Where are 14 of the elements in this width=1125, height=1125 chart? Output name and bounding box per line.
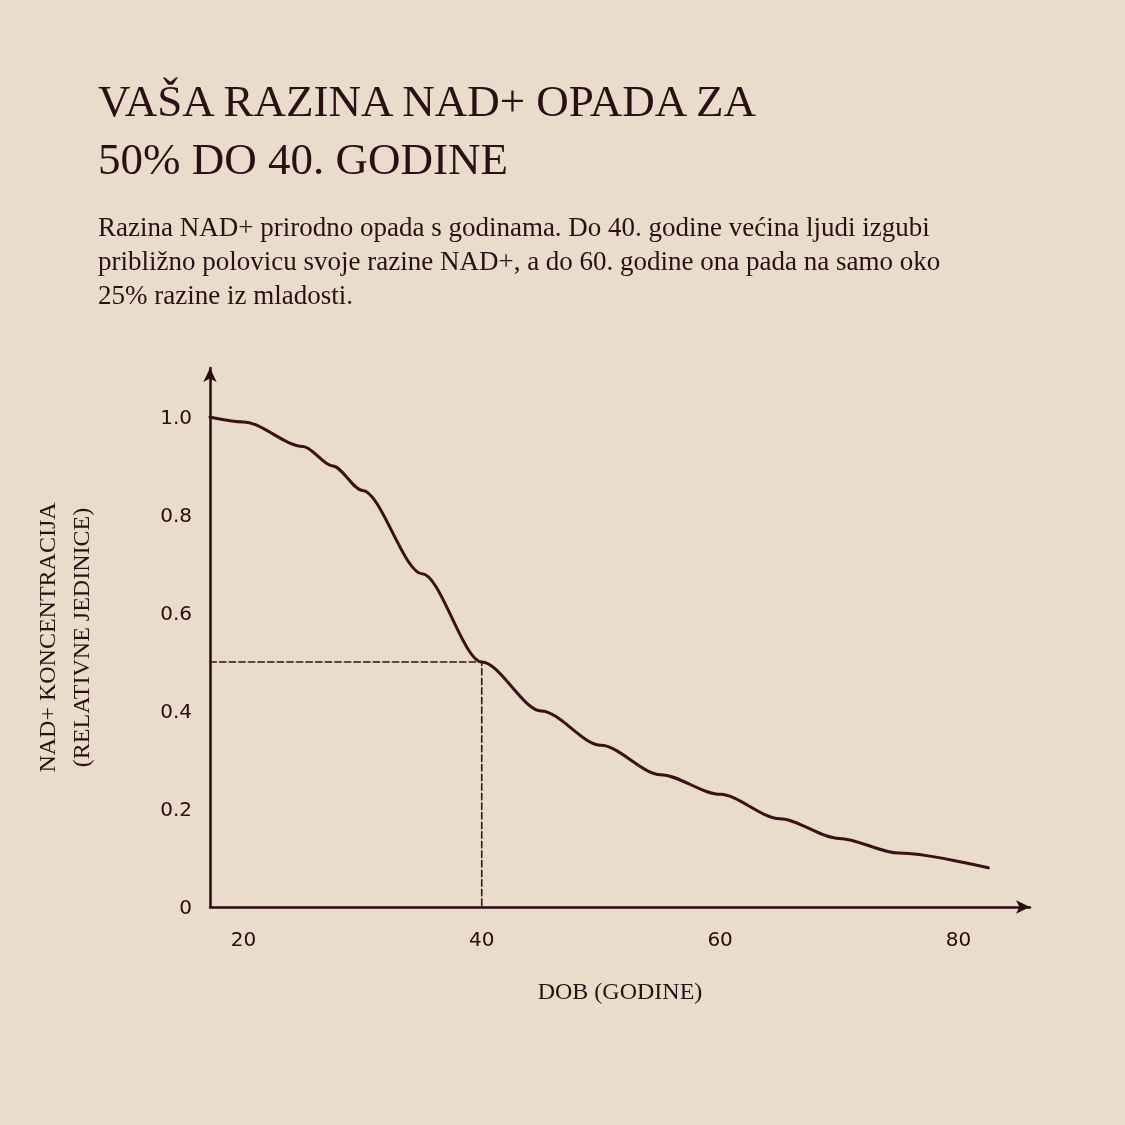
- x-tick-label: 60: [707, 927, 733, 951]
- x-tick-label: 40: [469, 927, 495, 951]
- y-tick-label: 0: [179, 895, 192, 919]
- y-axis-title: NAD+ KONCENTRACIJA (RELATIVNE JEDINICE): [34, 501, 94, 773]
- chart-subtitle: Razina NAD+ prirodno opada s godinama. Do 40. godine većina ljudi izgubi približno polovicu svoje razine NAD+, a do 60. godine ona pada na samo oko 25% razine iz mladosti.: [98, 211, 942, 312]
- x-tick-label: 80: [945, 927, 972, 951]
- y-tick-label: 1.0: [160, 405, 192, 429]
- y-tick-label: 0.6: [160, 601, 192, 625]
- chart-title: VAŠA RAZINA NAD+ OPADA ZA 50% DO 40. GODINE: [98, 75, 756, 186]
- x-axis-title: DOB (GODINE): [537, 978, 703, 1004]
- y-tick-label: 0.2: [160, 797, 192, 821]
- y-tick-label: 0.4: [160, 699, 192, 723]
- x-tick-label: 20: [230, 927, 257, 951]
- y-tick-label: 0.8: [160, 503, 192, 527]
